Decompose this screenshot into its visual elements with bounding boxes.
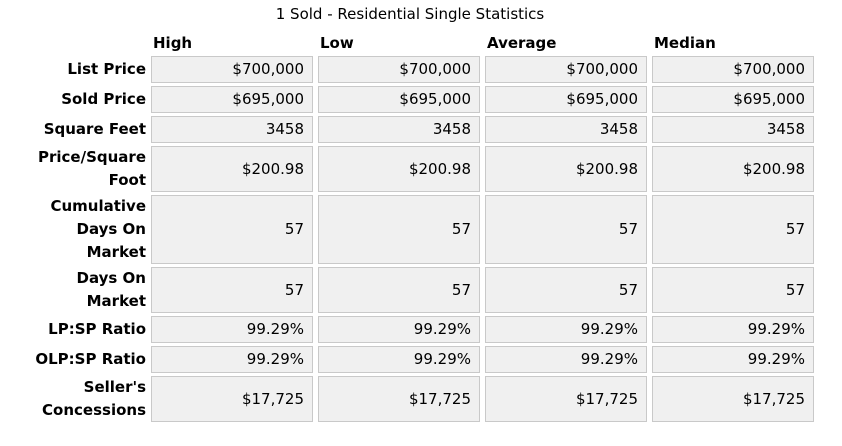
value-cell: $695,000 [151,86,313,113]
value-cell: $17,725 [151,376,313,422]
value-cell: $700,000 [318,56,480,83]
value-cell: $17,725 [318,376,480,422]
table-row-days-on-market: Days On Market 57 57 57 57 [0,267,814,313]
header-row: High Low Average Median [0,28,814,53]
row-label-olp-sp-ratio: OLP:SP Ratio [35,350,146,368]
column-header-average: Average [487,34,557,52]
row-label-days-on-market: Days On Market [76,269,146,310]
table-row-lp-sp-ratio: LP:SP Ratio 99.29% 99.29% 99.29% 99.29% [0,316,814,343]
row-label-square-feet: Square Feet [43,120,146,138]
value-cell: 57 [318,267,480,313]
value-cell: $700,000 [485,56,647,83]
row-label-price-per-square-foot: Price/Square Foot [38,148,146,189]
value-cell: $200.98 [151,146,313,192]
value-cell: 57 [485,267,647,313]
statistics-report: 1 Sold - Residential Single Statistics H… [0,5,819,425]
value-cell: 3458 [485,116,647,143]
value-cell: 3458 [151,116,313,143]
value-cell: 57 [151,267,313,313]
row-label-list-price: List Price [67,60,146,78]
column-header-low: Low [320,34,354,52]
value-cell: 99.29% [485,346,647,373]
value-cell: $700,000 [151,56,313,83]
value-cell: 99.29% [318,316,480,343]
row-label-sellers-concessions: Seller's Concessions [42,378,146,419]
value-cell: 3458 [652,116,814,143]
value-cell: 57 [318,195,480,264]
value-cell: 99.29% [151,316,313,343]
row-label-cumulative-days-on-market: Cumulative Days On Market [50,197,146,261]
table-row-sold-price: Sold Price $695,000 $695,000 $695,000 $6… [0,86,814,113]
value-cell: $695,000 [485,86,647,113]
value-cell: 99.29% [485,316,647,343]
corner-cell [0,28,146,53]
column-header-high: High [153,34,193,52]
value-cell: 99.29% [652,346,814,373]
value-cell: 57 [652,267,814,313]
value-cell: 3458 [318,116,480,143]
value-cell: $695,000 [652,86,814,113]
statistics-table: High Low Average Median List Price $700,… [0,25,819,425]
value-cell: 57 [151,195,313,264]
value-cell: $700,000 [652,56,814,83]
report-title: 1 Sold - Residential Single Statistics [275,5,545,23]
table-row-sellers-concessions: Seller's Concessions $17,725 $17,725 $17… [0,376,814,422]
table-row-cumulative-days-on-market: Cumulative Days On Market 57 57 57 57 [0,195,814,264]
value-cell: 57 [652,195,814,264]
table-row-square-feet: Square Feet 3458 3458 3458 3458 [0,116,814,143]
value-cell: 99.29% [652,316,814,343]
table-row-price-per-square-foot: Price/Square Foot $200.98 $200.98 $200.9… [0,146,814,192]
value-cell: $695,000 [318,86,480,113]
value-cell: $17,725 [485,376,647,422]
table-row-olp-sp-ratio: OLP:SP Ratio 99.29% 99.29% 99.29% 99.29% [0,346,814,373]
row-label-sold-price: Sold Price [61,90,146,108]
row-label-lp-sp-ratio: LP:SP Ratio [48,320,146,338]
value-cell: 99.29% [318,346,480,373]
value-cell: $200.98 [318,146,480,192]
table-row-list-price: List Price $700,000 $700,000 $700,000 $7… [0,56,814,83]
value-cell: 57 [485,195,647,264]
value-cell: $17,725 [652,376,814,422]
value-cell: $200.98 [652,146,814,192]
value-cell: $200.98 [485,146,647,192]
column-header-median: Median [654,34,716,52]
value-cell: 99.29% [151,346,313,373]
